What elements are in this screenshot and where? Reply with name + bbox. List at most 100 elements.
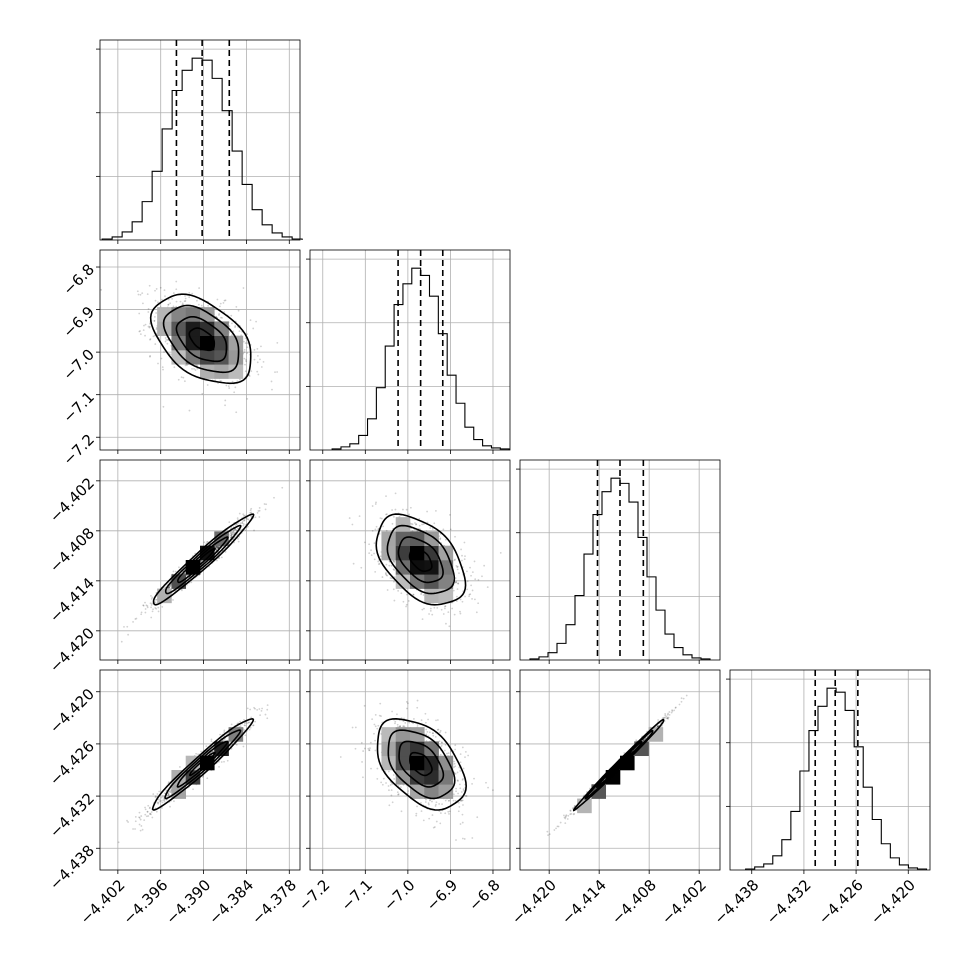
scatter-point: [391, 509, 394, 511]
scatter-point: [232, 533, 235, 536]
scatter-point: [218, 546, 220, 548]
scatter-point: [150, 604, 153, 606]
density-cell: [410, 574, 425, 589]
scatter-point: [386, 513, 388, 515]
scatter-point: [407, 702, 409, 705]
scatter-point: [470, 584, 473, 587]
scatter-point: [439, 812, 442, 814]
scatter-point: [158, 790, 161, 793]
scatter-point: [233, 531, 236, 534]
scatter-point: [483, 564, 486, 567]
scatter-point: [385, 782, 387, 784]
scatter-point: [250, 716, 253, 719]
scatter-point: [358, 515, 361, 518]
scatter-point: [244, 342, 247, 345]
scatter-point: [420, 810, 423, 813]
scatter-point: [177, 378, 180, 381]
scatter-point: [205, 745, 208, 748]
scatter-point: [216, 546, 219, 549]
scatter-point: [250, 511, 253, 514]
scatter-point: [354, 726, 357, 729]
contour-line: [387, 729, 456, 800]
scatter-point: [431, 800, 433, 803]
scatter-point: [246, 333, 249, 336]
scatter-point: [163, 799, 166, 802]
scatter-point: [167, 303, 170, 306]
scatter-point: [253, 348, 256, 351]
scatter-point: [225, 384, 228, 387]
scatter-point: [218, 313, 221, 315]
scatter-point: [186, 364, 188, 367]
scatter-point: [441, 803, 443, 806]
density-cell: [424, 531, 439, 547]
scatter-point: [126, 625, 129, 628]
scatter-point: [249, 708, 252, 711]
scatter-point: [439, 753, 442, 756]
scatter-point: [138, 823, 141, 826]
scatter-point: [437, 728, 440, 731]
scatter-point: [158, 800, 161, 803]
scatter-point: [167, 586, 170, 589]
scatter-point: [463, 558, 466, 561]
scatter-point: [422, 594, 425, 596]
scatter-point: [374, 739, 377, 742]
scatter-point: [373, 723, 376, 726]
scatter-point: [244, 363, 246, 366]
scatter-point: [171, 297, 174, 300]
scatter-point: [197, 753, 199, 756]
scatter-point: [162, 405, 165, 408]
scatter-point: [474, 598, 476, 601]
contour-line: [409, 751, 433, 777]
scatter-point: [242, 287, 245, 289]
scatter-point: [139, 330, 141, 332]
scatter-point: [363, 704, 366, 707]
scatter-point: [217, 546, 220, 549]
scatter-point: [459, 823, 462, 825]
density-cell: [185, 350, 201, 365]
scatter-point: [164, 295, 166, 298]
scatter-point: [456, 568, 459, 571]
scatter-point: [243, 724, 246, 727]
scatter-point: [142, 302, 144, 305]
scatter-point: [246, 518, 249, 520]
scatter-point: [460, 548, 462, 551]
scatter-point: [216, 547, 219, 549]
scatter-point: [457, 801, 460, 804]
contour-line: [188, 327, 216, 352]
scatter-point: [151, 816, 154, 819]
scatter-point: [476, 816, 479, 819]
scatter-point: [421, 618, 424, 621]
scatter-point: [210, 738, 213, 741]
scatter-point: [149, 355, 152, 357]
scatter-point: [169, 583, 172, 586]
scatter-point: [413, 718, 415, 720]
scatter-point: [167, 303, 170, 306]
scatter-point: [236, 517, 239, 520]
scatter-point: [412, 593, 415, 596]
scatter-point: [246, 346, 249, 349]
scatter-point: [427, 718, 429, 721]
scatter-point: [444, 731, 447, 734]
scatter-point: [455, 580, 458, 583]
scatter-point: [173, 800, 175, 803]
scatter-point: [220, 761, 223, 763]
scatter-point: [157, 301, 159, 304]
scatter-point: [264, 713, 267, 716]
scatter-point: [431, 814, 434, 816]
scatter-point: [385, 529, 388, 532]
scatter-point: [155, 328, 158, 331]
scatter-point: [224, 299, 227, 302]
scatter-point: [180, 376, 183, 379]
scatter-point: [433, 606, 436, 609]
scatter-point: [231, 322, 233, 325]
scatter-point: [456, 595, 458, 598]
scatter-point: [674, 706, 677, 709]
scatter-point: [397, 793, 400, 796]
density-cell: [228, 350, 244, 365]
scatter-point: [393, 569, 396, 571]
scatter-point: [169, 791, 172, 793]
scatter-point: [376, 727, 379, 730]
density-cell: [228, 335, 244, 351]
scatter-point: [373, 732, 375, 735]
scatter-point: [389, 784, 392, 786]
